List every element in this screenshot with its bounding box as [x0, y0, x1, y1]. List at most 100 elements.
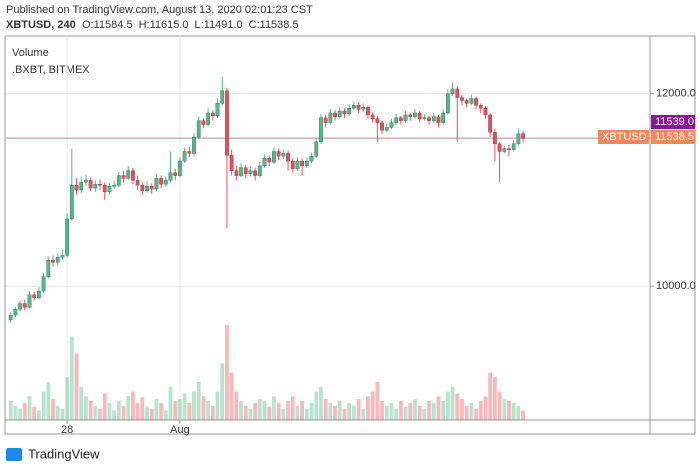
volume-bar: [243, 405, 248, 420]
volume-bar: [55, 405, 60, 420]
candle-body: [257, 165, 262, 176]
candle-body: [93, 184, 98, 189]
volume-bar: [112, 410, 117, 420]
candle-body: [272, 151, 276, 163]
volume-bar: [79, 386, 84, 420]
volume-bar: [84, 396, 88, 420]
volume-bar: [309, 402, 314, 420]
candle-body: [370, 114, 375, 119]
candle-body: [478, 105, 483, 109]
candle-body: [243, 167, 248, 174]
volume-bar: [93, 405, 98, 420]
candle-body: [248, 170, 253, 174]
candle-body: [347, 108, 352, 115]
volume-bar: [295, 405, 300, 420]
volume-bar: [394, 408, 399, 420]
candle-body: [225, 90, 229, 156]
candle-body: [464, 100, 469, 104]
volume-bar: [427, 401, 431, 420]
candle-body: [319, 117, 323, 143]
price-tag-label: 11538.5: [655, 131, 694, 143]
candle-body: [145, 185, 149, 192]
candle-body: [74, 185, 79, 191]
volume-bar: [131, 391, 135, 420]
volume-bar: [333, 405, 337, 420]
candle-body: [178, 160, 182, 176]
volume-bar: [196, 382, 201, 420]
volume-bar: [220, 363, 225, 420]
candle-body: [295, 160, 300, 169]
volume-bar: [253, 402, 258, 420]
candle-body: [281, 153, 286, 157]
candle-body: [413, 112, 417, 117]
candle-body: [276, 151, 281, 157]
candle-body: [497, 143, 502, 152]
candle-body: [88, 180, 93, 189]
volume-bar: [460, 399, 464, 420]
volume-bar: [455, 393, 460, 420]
volume-bar: [422, 408, 427, 420]
volume-bar: [342, 408, 347, 420]
volume-bar: [178, 399, 182, 420]
volume-bar: [41, 391, 46, 420]
volume-bar: [13, 405, 18, 420]
candle-body: [450, 88, 455, 94]
candle-body: [446, 93, 450, 114]
ohlc-legend: C:11538.5: [249, 19, 299, 31]
volume-bar: [126, 396, 131, 420]
candle-body: [352, 105, 356, 109]
volume-bar: [323, 399, 328, 420]
candle-body: [32, 294, 37, 298]
candle-body: [394, 117, 399, 123]
volume-bar: [182, 393, 187, 420]
candle-body: [290, 160, 295, 169]
candle-body: [422, 117, 427, 119]
candle-body: [507, 148, 511, 150]
candle-body: [234, 170, 239, 176]
volume-bar: [51, 399, 55, 420]
header: Published on TradingView.com, August 13,…: [6, 4, 313, 16]
volume-bar: [366, 396, 370, 420]
volume-bar: [436, 396, 441, 420]
price-tag: [651, 115, 695, 129]
volume-bar: [314, 391, 319, 420]
ohlc-legend: H:11615.0: [139, 19, 189, 31]
volume-bar: [168, 386, 173, 420]
volume-bar: [210, 405, 215, 420]
candle-body: [361, 107, 366, 110]
brand: TradingView: [28, 446, 100, 461]
candle-body: [286, 153, 290, 162]
candle-body: [366, 107, 370, 116]
candle-body: [46, 260, 51, 277]
volume-bar: [290, 396, 295, 420]
volume-bar: [74, 353, 79, 420]
ohlc-legend: L:11491.0: [195, 19, 243, 31]
volume-bar: [121, 405, 126, 420]
candle-body: [441, 112, 446, 123]
candle-body: [126, 170, 131, 179]
volume-bar: [483, 396, 488, 420]
volume-bar: [248, 408, 253, 420]
volume-bar: [60, 408, 65, 420]
candle-body: [417, 112, 422, 119]
volume-bar: [262, 401, 267, 420]
volume-bar: [257, 399, 262, 420]
candle-body: [18, 303, 22, 310]
candle-body: [121, 175, 126, 179]
candle-body: [140, 185, 145, 192]
candle-body: [112, 185, 116, 187]
candle-body: [460, 97, 464, 101]
volume-bar: [173, 401, 178, 420]
candle-body: [51, 260, 55, 263]
candle-body: [384, 127, 389, 131]
volume-bar: [413, 399, 417, 420]
volume-bar: [398, 401, 403, 420]
volume-bar: [497, 391, 502, 420]
volume-bar: [417, 405, 422, 420]
candle-body: [304, 160, 309, 167]
volume-bar: [445, 391, 450, 420]
candle-body: [41, 276, 46, 292]
volume-bar: [267, 406, 272, 420]
volume-bar: [380, 401, 384, 420]
